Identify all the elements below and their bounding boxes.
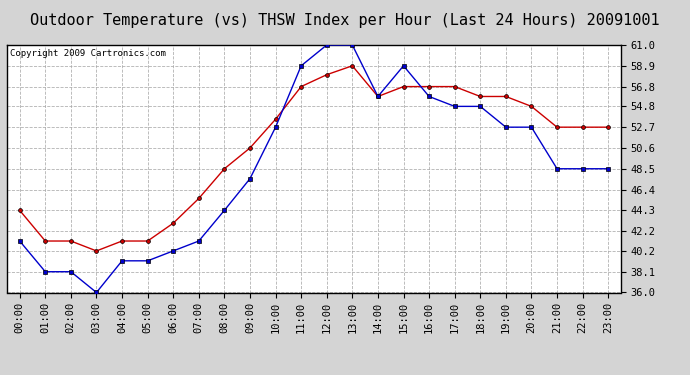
Text: Outdoor Temperature (vs) THSW Index per Hour (Last 24 Hours) 20091001: Outdoor Temperature (vs) THSW Index per … [30,13,660,28]
Text: Copyright 2009 Cartronics.com: Copyright 2009 Cartronics.com [10,49,166,58]
